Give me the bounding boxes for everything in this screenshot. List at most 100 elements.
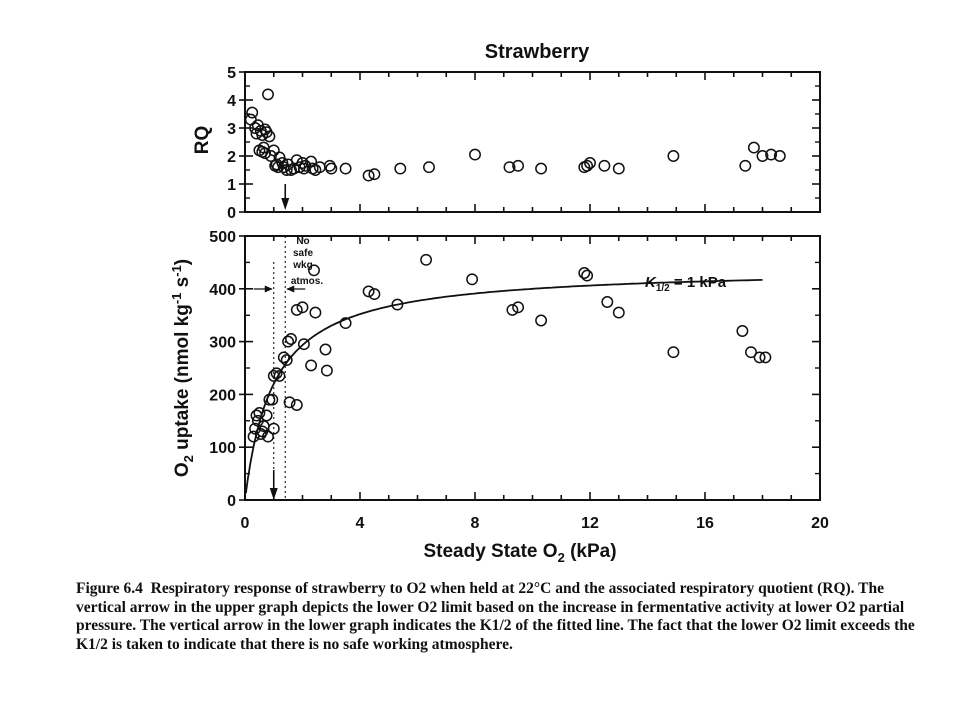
uptake-data-point: [320, 364, 333, 377]
uptake-data-point: [391, 298, 404, 311]
rq-data-point: [264, 150, 277, 162]
uptake-data-point: [280, 354, 293, 367]
rq-panel: 0 1 2 3 4 5: [227, 65, 821, 222]
annotation-line: atmos.: [291, 276, 323, 287]
uptake-y-tick-label: 400: [209, 282, 236, 299]
k-half-label: K1/2 = 1 kPa: [645, 274, 727, 294]
rq-data-point: [598, 159, 611, 172]
uptake-data-point: [309, 306, 322, 319]
uptake-ylabel-part: 2: [181, 455, 196, 462]
uptake-data-point: [285, 333, 297, 345]
uptake-data-point: [297, 338, 310, 351]
uptake-data-point: [753, 351, 766, 364]
uptake-data-point: [282, 335, 295, 348]
rq-data-point: [368, 168, 381, 181]
x-tick-label: 12: [581, 515, 599, 532]
uptake-data-point: [466, 273, 479, 286]
uptake-ylabel-part: O: [172, 462, 193, 477]
uptake-data-point: [308, 264, 320, 277]
rq-data-point: [469, 148, 481, 161]
annotation-line: safe: [293, 248, 313, 259]
x-axis-label-part: (kPa): [565, 541, 617, 562]
uptake-data-point: [305, 359, 318, 372]
rq-y-tick-label: 2: [227, 149, 236, 166]
uptake-data-point: [247, 430, 260, 443]
uptake-data-point: [368, 288, 381, 301]
k-half-symbol: K: [645, 274, 657, 291]
rq-data-point: [512, 159, 525, 172]
uptake-data-point: [290, 303, 303, 316]
rq-data-point: [612, 162, 625, 175]
rq-data-point: [423, 161, 435, 174]
uptake-data-point: [362, 285, 375, 298]
rq-y-tick-label: 0: [227, 205, 236, 222]
x-tick-label: 4: [356, 515, 365, 532]
uptake-ylabel: O2 uptake (nmol kg-1 s-1): [169, 259, 196, 477]
x-axis-label: Steady State O2 (kPa): [423, 541, 616, 565]
uptake-data-point: [759, 351, 772, 364]
rq-arrow-head: [281, 198, 290, 210]
uptake-y-tick-label: 200: [209, 387, 236, 404]
uptake-data-point: [273, 369, 286, 382]
caption-label: Figure 6.4: [76, 580, 143, 597]
rq-data-point: [578, 161, 591, 174]
rq-data-point: [747, 141, 760, 154]
x-tick-label: 16: [696, 515, 714, 532]
rq-ylabel: RQ: [192, 126, 213, 155]
uptake-ylabel-part: uptake (nmol kg: [172, 304, 193, 455]
uptake-data-point: [581, 269, 594, 282]
rq-data-point: [280, 164, 293, 176]
uptake-data-point: [667, 346, 680, 359]
uptake-y-tick-label: 100: [209, 440, 236, 457]
rq-y-tick-label: 3: [227, 121, 236, 138]
uptake-data-point: [612, 306, 625, 319]
uptake-ylabel-part: -1: [169, 265, 184, 277]
uptake-data-point: [578, 267, 591, 279]
rq-data-point: [257, 141, 270, 154]
x-tick-label: 8: [471, 515, 480, 532]
x-tick-label: 0: [241, 515, 250, 532]
figure-title: Strawberry: [485, 41, 590, 63]
k-half-arrow-head: [269, 488, 278, 500]
rq-data-point: [756, 150, 769, 162]
rq-data-point: [263, 130, 276, 143]
uptake-data-point: [601, 296, 614, 308]
rq-data-point: [297, 162, 310, 175]
uptake-panel: 0 100 200 300 400 500: [209, 229, 821, 510]
uptake-data-point: [506, 303, 519, 316]
rq-data-point: [739, 159, 752, 172]
x-axis-label-part: 2: [558, 550, 565, 565]
rq-data-point: [270, 158, 283, 171]
rq-plot-frame: [244, 71, 821, 213]
uptake-y-tick-label: 0: [227, 493, 236, 510]
k-half-rest: = 1 kPa: [670, 274, 727, 291]
rq-data-point: [394, 162, 407, 175]
uptake-ylabel-part: s: [172, 277, 193, 293]
rq-data-point: [503, 161, 516, 174]
uptake-data-point: [319, 343, 332, 356]
caption-text: Respiratory response of strawberry to O2…: [76, 580, 915, 653]
x-axis-label-part: Steady State O: [423, 541, 557, 562]
rq-data-point: [535, 162, 548, 175]
rq-data-point: [273, 151, 286, 164]
rq-data-point: [765, 148, 778, 161]
uptake-data-point: [736, 325, 749, 337]
uptake-data-point: [290, 399, 303, 411]
uptake-data-point: [253, 406, 266, 419]
rq-data-point: [773, 150, 786, 162]
figure-caption: Figure 6.4 Respiratory response of straw…: [76, 580, 936, 654]
uptake-ylabel-part: ): [172, 259, 193, 265]
rq-y-tick-label: 1: [227, 177, 236, 194]
uptake-data-point: [745, 346, 757, 359]
uptake-data-point: [535, 314, 548, 327]
rq-data-point: [325, 162, 338, 175]
rq-data-point: [667, 150, 680, 162]
rq-y-tick-label: 5: [227, 65, 236, 82]
gap-arrow-left-head: [264, 285, 273, 293]
gap-arrow-right-head: [286, 285, 295, 293]
x-tick-label: 20: [811, 515, 829, 532]
rq-data-point: [339, 162, 352, 175]
uptake-y-tick-label: 300: [209, 335, 236, 352]
rq-data-point: [362, 169, 375, 182]
rq-data-point: [296, 157, 309, 169]
